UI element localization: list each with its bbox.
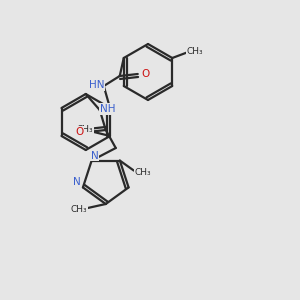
Text: CH₃: CH₃: [134, 168, 151, 177]
Text: CH₃: CH₃: [187, 46, 204, 56]
Text: O: O: [142, 69, 150, 79]
Text: CH₃: CH₃: [70, 206, 87, 214]
Text: CH₃: CH₃: [77, 125, 93, 134]
Text: N: N: [91, 151, 98, 160]
Text: NH: NH: [100, 104, 116, 114]
Text: O: O: [76, 127, 84, 137]
Text: HN: HN: [89, 80, 104, 90]
Text: N: N: [73, 177, 81, 188]
